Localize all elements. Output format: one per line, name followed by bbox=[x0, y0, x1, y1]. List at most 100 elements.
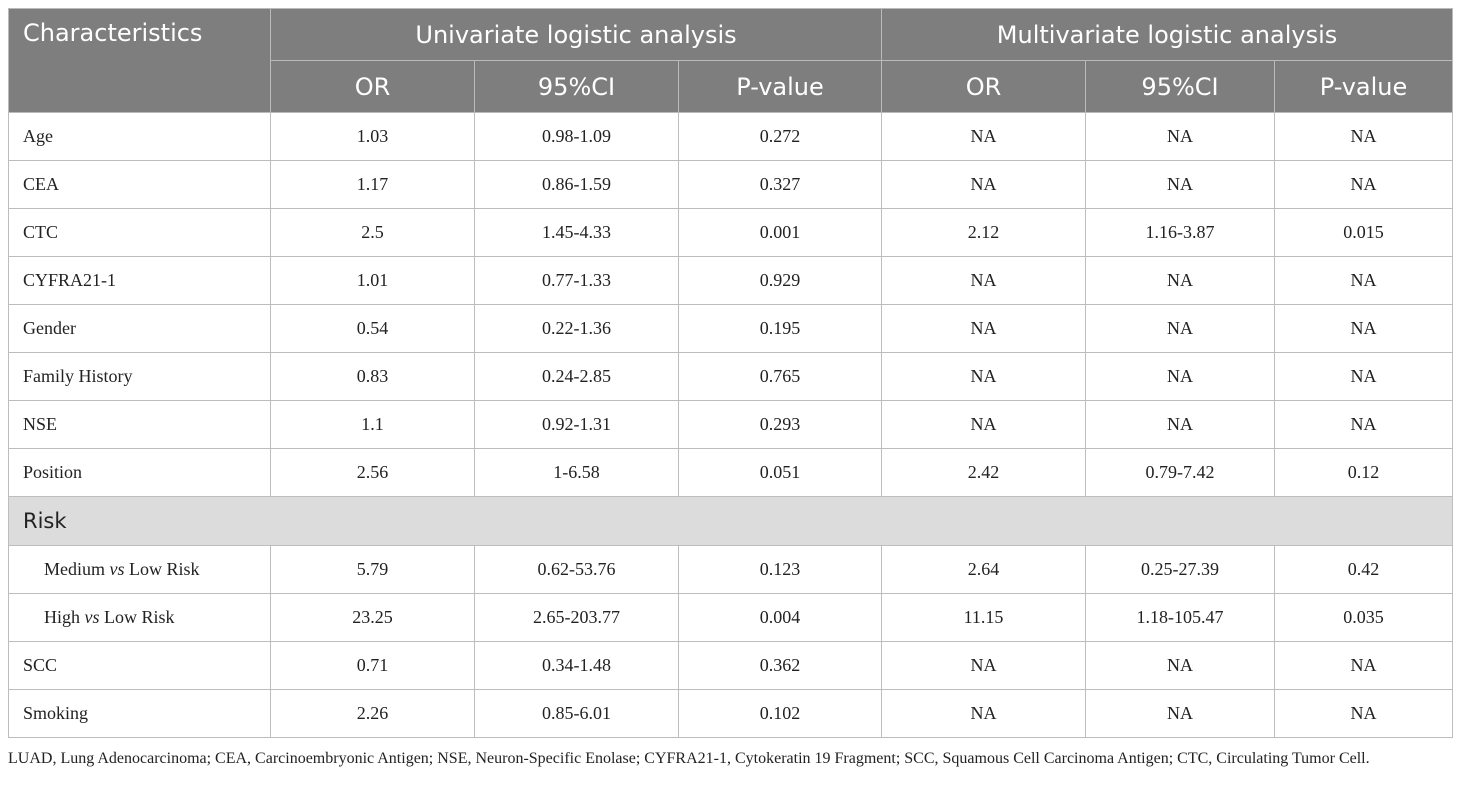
cell-uni-ci: 0.22-1.36 bbox=[474, 304, 679, 353]
cell-multi-or: 2.64 bbox=[881, 545, 1087, 594]
row-label-vs: vs bbox=[84, 607, 100, 627]
cell-uni-ci: 0.92-1.31 bbox=[474, 400, 679, 449]
cell-uni-p: 0.004 bbox=[677, 593, 883, 642]
cell-multi-or: 11.15 bbox=[881, 593, 1087, 642]
cell-uni-p: 0.195 bbox=[677, 304, 883, 353]
cell-uni-p: 0.929 bbox=[677, 256, 883, 305]
table-row: Medium vs Low Risk 5.79 0.62-53.76 0.123 2.6… bbox=[8, 545, 1454, 594]
cell-multi-p: 0.015 bbox=[1274, 208, 1454, 257]
cell-uni-or: 0.83 bbox=[270, 352, 475, 401]
cell-uni-or: 2.56 bbox=[270, 448, 475, 497]
cell-multi-p: NA bbox=[1274, 112, 1454, 161]
table-row: CEA 1.17 0.86-1.59 0.327 NA NA NA bbox=[8, 160, 1454, 209]
header-uni-p: P-value bbox=[677, 60, 883, 113]
row-label: Age bbox=[8, 112, 271, 161]
header-uni-ci: 95%CI bbox=[474, 60, 679, 113]
row-label: Family History bbox=[8, 352, 271, 401]
cell-uni-ci: 2.65-203.77 bbox=[474, 593, 679, 642]
cell-multi-p: NA bbox=[1274, 689, 1454, 738]
cell-multi-or: 2.42 bbox=[881, 448, 1087, 497]
cell-uni-p: 0.765 bbox=[677, 352, 883, 401]
table-row: Smoking 2.26 0.85-6.01 0.102 NA NA NA bbox=[8, 689, 1454, 738]
cell-multi-or: NA bbox=[881, 160, 1087, 209]
table-row: Gender 0.54 0.22-1.36 0.195 NA NA NA bbox=[8, 304, 1454, 353]
cell-uni-p: 0.123 bbox=[677, 545, 883, 594]
cell-multi-p: NA bbox=[1274, 641, 1454, 690]
cell-multi-p: 0.12 bbox=[1274, 448, 1454, 497]
header-multivariate: Multivariate logistic analysis bbox=[881, 8, 1454, 61]
table-row: CYFRA21-1 1.01 0.77-1.33 0.929 NA NA NA bbox=[8, 256, 1454, 305]
cell-multi-p: 0.42 bbox=[1274, 545, 1454, 594]
logistic-analysis-table-container: Characteristics Univariate logistic anal… bbox=[7, 8, 1454, 738]
header-multi-ci: 95%CI bbox=[1085, 60, 1276, 113]
cell-uni-p: 0.327 bbox=[677, 160, 883, 209]
row-label: Gender bbox=[8, 304, 271, 353]
table-row: CTC 2.5 1.45-4.33 0.001 2.12 1.16-3.87 0.015 bbox=[8, 208, 1454, 257]
cell-uni-p: 0.051 bbox=[677, 448, 883, 497]
table-body: Age 1.03 0.98-1.09 0.272 NA NA NA CEA 1.17 0.86-1… bbox=[7, 112, 1454, 738]
cell-multi-p: NA bbox=[1274, 304, 1454, 353]
row-label: CEA bbox=[8, 160, 271, 209]
cell-multi-ci: 1.18-105.47 bbox=[1085, 593, 1276, 642]
table-row: Age 1.03 0.98-1.09 0.272 NA NA NA bbox=[8, 112, 1454, 161]
cell-multi-ci: NA bbox=[1085, 689, 1276, 738]
row-label: Smoking bbox=[8, 689, 271, 738]
logistic-analysis-table: Characteristics Univariate logistic anal… bbox=[7, 8, 1454, 738]
row-label: Position bbox=[8, 448, 271, 497]
cell-uni-ci: 1.45-4.33 bbox=[474, 208, 679, 257]
table-footnote: LUAD, Lung Adenocarcinoma; CEA, Carcinoe… bbox=[8, 750, 1370, 767]
cell-multi-ci: NA bbox=[1085, 304, 1276, 353]
row-label-reference: Low Risk bbox=[124, 559, 200, 579]
row-label: High vs Low Risk bbox=[8, 593, 271, 642]
cell-multi-ci: 0.79-7.42 bbox=[1085, 448, 1276, 497]
header-characteristics: Characteristics bbox=[8, 8, 271, 113]
table-row: Family History 0.83 0.24-2.85 0.765 NA NA NA bbox=[8, 352, 1454, 401]
cell-multi-ci: 1.16-3.87 bbox=[1085, 208, 1276, 257]
cell-uni-or: 1.17 bbox=[270, 160, 475, 209]
group-row-risk: Risk bbox=[7, 496, 1454, 546]
cell-multi-ci: 0.25-27.39 bbox=[1085, 545, 1276, 594]
cell-multi-or: 2.12 bbox=[881, 208, 1087, 257]
row-label-vs: vs bbox=[109, 559, 125, 579]
cell-multi-ci: NA bbox=[1085, 641, 1276, 690]
cell-uni-p: 0.272 bbox=[677, 112, 883, 161]
row-label-level: High bbox=[44, 607, 85, 627]
table-row: Position 2.56 1-6.58 0.051 2.42 0.79-7.42 0.12 bbox=[8, 448, 1454, 497]
cell-uni-ci: 0.24-2.85 bbox=[474, 352, 679, 401]
cell-uni-ci: 0.98-1.09 bbox=[474, 112, 679, 161]
table-row: SCC 0.71 0.34-1.48 0.362 NA NA NA bbox=[8, 641, 1454, 690]
cell-uni-p: 0.001 bbox=[677, 208, 883, 257]
cell-uni-p: 0.362 bbox=[677, 641, 883, 690]
header-uni-or: OR bbox=[270, 60, 475, 113]
header-multi-p: P-value bbox=[1274, 60, 1454, 113]
header-multi-or: OR bbox=[881, 60, 1087, 113]
cell-uni-or: 1.01 bbox=[270, 256, 475, 305]
cell-uni-ci: 0.86-1.59 bbox=[474, 160, 679, 209]
cell-uni-or: 0.54 bbox=[270, 304, 475, 353]
cell-uni-ci: 0.62-53.76 bbox=[474, 545, 679, 594]
cell-multi-p: 0.035 bbox=[1274, 593, 1454, 642]
cell-multi-ci: NA bbox=[1085, 112, 1276, 161]
cell-multi-or: NA bbox=[881, 689, 1087, 738]
group-label: Risk bbox=[7, 496, 1454, 546]
cell-uni-ci: 0.85-6.01 bbox=[474, 689, 679, 738]
cell-uni-ci: 1-6.58 bbox=[474, 448, 679, 497]
cell-uni-or: 5.79 bbox=[270, 545, 475, 594]
row-label-reference: Low Risk bbox=[99, 607, 175, 627]
row-label: CYFRA21-1 bbox=[8, 256, 271, 305]
row-label: CTC bbox=[8, 208, 271, 257]
row-label: Medium vs Low Risk bbox=[8, 545, 271, 594]
row-label: NSE bbox=[8, 400, 271, 449]
cell-uni-or: 1.03 bbox=[270, 112, 475, 161]
cell-multi-p: NA bbox=[1274, 160, 1454, 209]
cell-uni-ci: 0.34-1.48 bbox=[474, 641, 679, 690]
cell-multi-p: NA bbox=[1274, 400, 1454, 449]
cell-multi-ci: NA bbox=[1085, 256, 1276, 305]
cell-uni-ci: 0.77-1.33 bbox=[474, 256, 679, 305]
cell-multi-or: NA bbox=[881, 400, 1087, 449]
cell-multi-ci: NA bbox=[1085, 352, 1276, 401]
header-univariate: Univariate logistic analysis bbox=[269, 8, 883, 61]
cell-multi-p: NA bbox=[1274, 352, 1454, 401]
row-label-level: Medium bbox=[44, 559, 110, 579]
table-row: NSE 1.1 0.92-1.31 0.293 NA NA NA bbox=[8, 400, 1454, 449]
